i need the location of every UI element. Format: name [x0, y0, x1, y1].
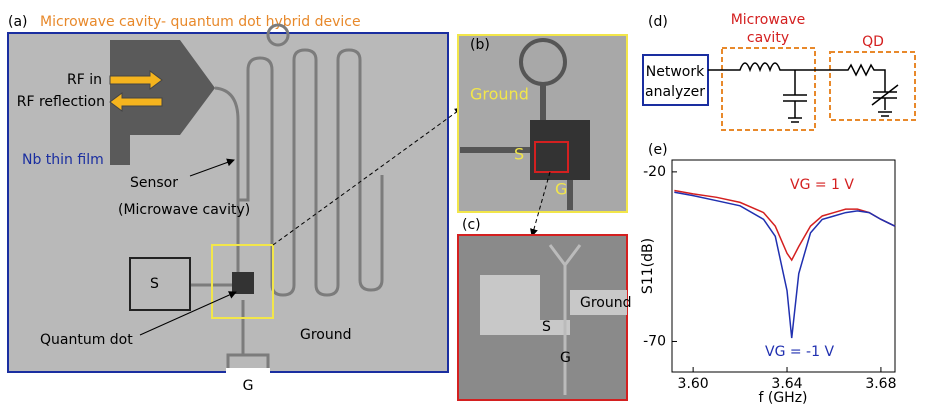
panel-label: (d)	[648, 14, 668, 30]
cavity-label: cavity	[747, 30, 789, 46]
panel-label: (b)	[470, 37, 490, 53]
panel-c: (c) Ground S G	[457, 217, 632, 401]
source-pad	[129, 257, 191, 311]
gate-pad	[226, 368, 270, 402]
source-label: S	[542, 319, 551, 335]
gate-electrode	[548, 244, 582, 395]
rf-in-label: RF in	[67, 72, 102, 88]
zoom-arrow	[272, 107, 463, 246]
rf-in-arrow	[109, 70, 163, 90]
ground-electrode	[570, 290, 627, 315]
panel-b: (b) Ground S G	[457, 34, 628, 237]
cavity-label: Microwave	[731, 12, 806, 28]
rf-reflection-label: RF reflection	[17, 94, 105, 110]
zoom-box	[534, 141, 569, 173]
qd-label: QD	[862, 34, 884, 50]
analyzer-box	[642, 54, 709, 106]
y-tick-label: -20	[643, 164, 666, 180]
analyzer-label: analyzer	[645, 84, 705, 100]
x-tick-label: 3.68	[865, 376, 896, 392]
series-line	[674, 189, 896, 262]
rf-reflection-arrow	[109, 92, 163, 112]
y-tick-label: -70	[643, 333, 666, 349]
x-tick-label: 3.64	[771, 376, 802, 392]
source-electrode	[480, 275, 570, 335]
film-label: Nb thin film	[22, 152, 104, 168]
sensor-label: Sensor	[130, 175, 178, 191]
pointer	[189, 158, 235, 177]
gate-label: G	[243, 378, 254, 394]
panel-d: (d) Network analyzer Microwave cavity QD	[642, 12, 916, 131]
qd-box	[829, 51, 916, 121]
plot-frame	[671, 159, 896, 373]
pointer	[139, 291, 237, 336]
ground-label: Ground	[300, 327, 352, 343]
series-label: VG = 1 V	[790, 177, 854, 193]
series-label: VG = -1 V	[765, 344, 834, 360]
panel-label: (c)	[462, 217, 481, 233]
leads	[460, 84, 573, 210]
ground-label: Ground	[470, 85, 529, 104]
panel-title: Microwave cavity- quantum dot hybrid dev…	[40, 14, 361, 30]
x-axis-label: f (GHz)	[758, 390, 807, 406]
cavity-box	[721, 47, 816, 131]
source-label: S	[514, 145, 524, 164]
y-axis-label: S11(dB)	[640, 238, 656, 294]
x-tick-label: 3.60	[678, 376, 709, 392]
micrograph	[7, 32, 449, 373]
panel-a: (a) Microwave cavity- quantum dot hybrid…	[7, 14, 463, 402]
panel-label: (a)	[8, 14, 28, 30]
analyzer-label: Network	[646, 64, 705, 80]
circuit	[708, 62, 899, 123]
chip	[530, 120, 590, 180]
dot-label: Quantum dot	[40, 332, 133, 348]
zoom-box	[211, 244, 274, 319]
series-line	[674, 191, 896, 339]
ground-label: Ground	[580, 295, 632, 311]
sensor-label: (Microwave cavity)	[118, 202, 250, 218]
source-label: S	[150, 276, 159, 292]
dot-chip	[232, 272, 254, 294]
panel-label: (e)	[648, 142, 668, 158]
gate-label: G	[560, 350, 571, 366]
gate-label: G	[555, 180, 567, 199]
